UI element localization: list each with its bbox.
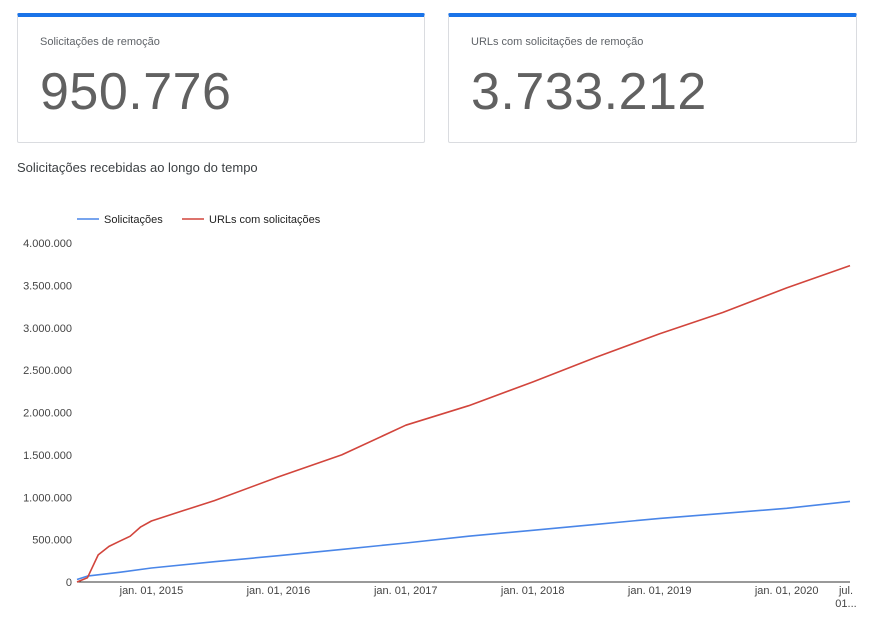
x-tick-label: jan. 01, 2018	[500, 585, 565, 597]
urls-requests-label: URLs com solicitações de remoção	[471, 36, 644, 48]
urls-requests-value: 3.733.212	[471, 63, 707, 121]
y-tick-label: 3.500.000	[23, 280, 72, 292]
requests-over-time-chart: 0 500.000 1.000.000 1.500.000 2.000.000 2.500…	[23, 214, 857, 610]
legend-label: URLs com solicitações	[209, 214, 321, 226]
chart-section-title: Solicitações recebidas ao longo do tempo	[17, 160, 258, 175]
y-tick-label: 500.000	[32, 535, 72, 547]
removal-requests-label: Solicitações de remoção	[40, 36, 160, 48]
y-tick-label: 1.000.000	[23, 492, 72, 504]
y-tick-label: 2.000.000	[23, 408, 72, 420]
x-tick-label: jan. 01, 2017	[373, 585, 438, 597]
x-tick-label: jan. 01, 2019	[627, 585, 692, 597]
urls-requests-card: URLs com solicitações de remoção 3.733.2…	[448, 13, 857, 143]
removal-requests-value: 950.776	[40, 63, 232, 121]
removal-requests-card: Solicitações de remoção 950.776	[17, 13, 425, 143]
y-tick-label: 4.000.000	[23, 238, 72, 250]
series-line-solicitacoes	[76, 500, 851, 581]
x-tick-label: jan. 01, 2020	[754, 585, 819, 597]
x-tick-label: jan. 01, 2015	[119, 585, 184, 597]
x-tick-label: jul. 01...	[835, 585, 856, 610]
x-tick-label: jan. 01, 2016	[246, 585, 311, 597]
y-tick-label: 0	[66, 577, 72, 589]
y-tick-label: 2.500.000	[23, 365, 72, 377]
y-tick-label: 1.500.000	[23, 450, 72, 462]
y-tick-label: 3.000.000	[23, 323, 72, 335]
legend-label: Solicitações	[104, 214, 163, 226]
series-line-urls	[76, 264, 851, 583]
